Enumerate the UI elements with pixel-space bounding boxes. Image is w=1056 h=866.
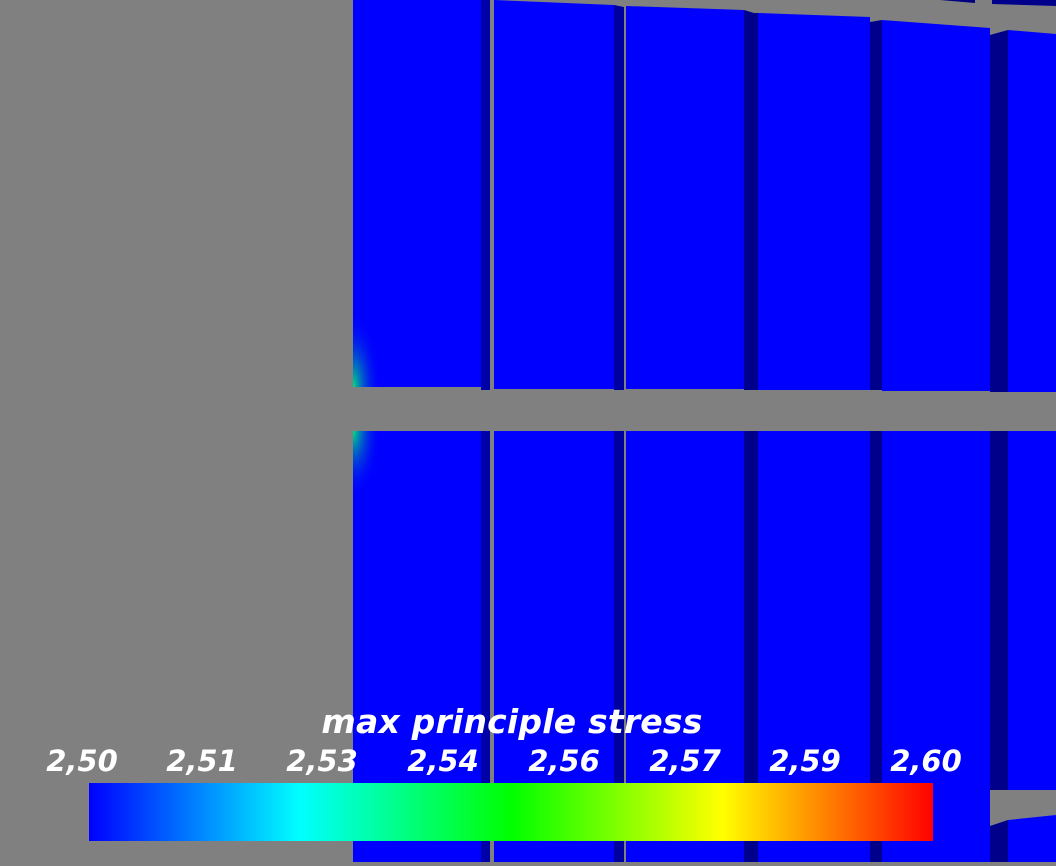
- block-side: [481, 431, 490, 862]
- block-side: [614, 5, 624, 390]
- scalar-bar-tick-label: 2,50: [46, 744, 118, 778]
- block-face: [758, 13, 870, 390]
- block-side: [481, 0, 490, 390]
- block-top-edge: [992, 0, 1056, 6]
- block-face: [494, 845, 614, 862]
- block-face: [353, 0, 481, 387]
- block-face: [1008, 815, 1056, 862]
- block-row-bottom: [353, 431, 1056, 862]
- block-face: [932, 820, 975, 862]
- block-face: [626, 6, 744, 389]
- block-face: [1008, 30, 1056, 392]
- block-side: [990, 431, 1008, 790]
- block-face: [758, 834, 870, 862]
- scalar-bar-tick-label: 2,51: [166, 744, 238, 778]
- block-face: [353, 431, 481, 862]
- scalar-bar-title: max principle stress: [321, 702, 703, 741]
- block-top-edge: [940, 0, 975, 3]
- block-face: [494, 0, 614, 389]
- block-side: [990, 30, 1008, 392]
- scalar-bar-tick-label: 2,53: [286, 744, 358, 778]
- block-face: [626, 431, 744, 862]
- block-side: [870, 20, 882, 390]
- scalar-bar-colorbar[interactable]: [89, 783, 933, 841]
- block-face: [882, 431, 990, 862]
- block-side: [750, 431, 758, 862]
- block-face: [626, 840, 744, 862]
- block-side: [870, 431, 882, 862]
- block-face: [882, 20, 990, 391]
- block-side: [750, 13, 758, 390]
- block-face: [494, 431, 614, 862]
- scalar-bar-tick-label: 2,60: [890, 744, 962, 778]
- block-side: [614, 431, 624, 862]
- scalar-bar-tick-label: 2,57: [649, 744, 721, 778]
- block-side: [990, 820, 1008, 862]
- block-face: [360, 852, 480, 862]
- stress-hotspot: [353, 220, 415, 387]
- scalar-bar-tick-label: 2,56: [528, 744, 600, 778]
- scalar-bar-tick-label: 2,54: [407, 744, 479, 778]
- stress-hotspot: [353, 431, 415, 580]
- block-row-top: [353, 0, 1056, 392]
- block-face: [758, 431, 870, 862]
- scalar-bar-tick-label: 2,59: [769, 744, 841, 778]
- block-face: [1008, 431, 1056, 790]
